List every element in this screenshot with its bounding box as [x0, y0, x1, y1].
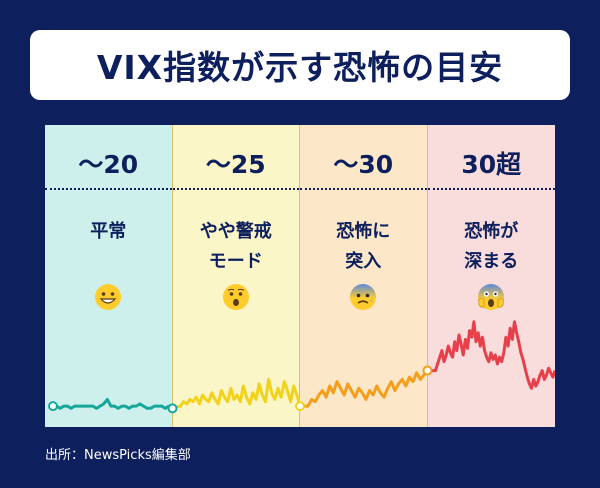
zone-description-line: 深まる — [464, 251, 519, 272]
zone-fear-entry: 〜30 恐怖に 突入 — [300, 125, 428, 427]
zone-boundary-marker — [295, 401, 305, 412]
hushed-face-icon — [222, 283, 250, 311]
zone-boundary-marker — [422, 365, 433, 376]
zone-description-line: 恐怖が — [464, 221, 519, 242]
vix-line-chart — [48, 320, 555, 414]
zone-range-label: 30超 — [461, 150, 522, 179]
dotted-divider — [427, 188, 555, 190]
zone-description-line: モード — [208, 251, 263, 272]
zone-caution: 〜25 やや警戒 モード — [172, 125, 300, 427]
series-line-zone-3 — [300, 369, 429, 408]
zone-boundary-marker — [48, 401, 58, 412]
series-line-zone-2 — [172, 377, 302, 410]
zone-description-line: 平常 — [90, 221, 127, 242]
screaming-face-icon — [477, 283, 505, 311]
zone-range-label: 〜20 — [78, 150, 139, 179]
dotted-divider — [45, 188, 172, 190]
zone-boundary-marker — [167, 403, 178, 414]
dotted-divider — [172, 188, 299, 190]
grinning-face-icon — [94, 283, 122, 311]
zone-description-line: 突入 — [345, 251, 382, 272]
zone-description: 恐怖が 深まる — [428, 217, 556, 277]
title-banner: VIX指数が示す恐怖の目安 — [30, 30, 570, 100]
zone-range-label: 〜25 — [205, 150, 266, 179]
page-title: VIX指数が示す恐怖の目安 — [96, 48, 504, 87]
zone-description-line: やや警戒 — [199, 221, 272, 242]
zone-normal: 〜20 平常 — [45, 125, 173, 427]
zone-description-line: 恐怖に — [336, 221, 391, 242]
dotted-divider — [300, 188, 427, 190]
zone-description: やや警戒 モード — [173, 217, 300, 277]
zone-description: 平常 — [45, 217, 172, 247]
source-note: 出所：NewsPicks編集部 — [45, 448, 191, 463]
zone-deep-fear: 30超 恐怖が 深まる — [427, 125, 556, 427]
zone-panel: 〜20 平常 〜25 やや警戒 モード 〜30 恐怖に 突入 30超 — [45, 125, 555, 427]
anxious-face-icon — [349, 283, 377, 311]
series-line-zone-1 — [53, 397, 174, 410]
zone-description: 恐怖に 突入 — [300, 217, 427, 277]
series-line-zone-4 — [427, 320, 555, 390]
zone-range-label: 〜30 — [333, 150, 394, 179]
